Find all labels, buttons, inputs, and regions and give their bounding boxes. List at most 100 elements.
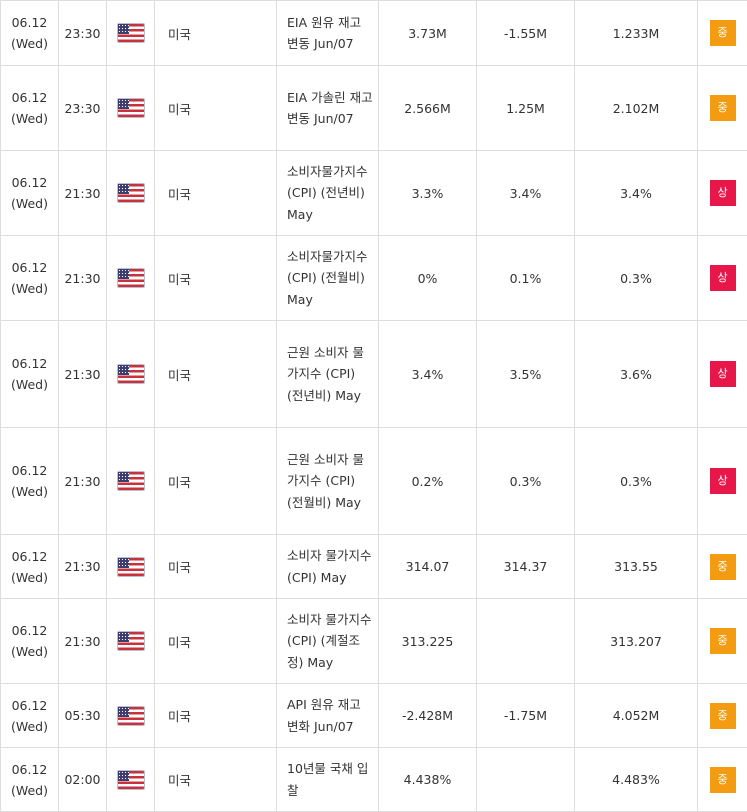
us-flag-icon [118,24,144,42]
forecast-cell [477,748,575,812]
forecast-cell: 3.4% [477,151,575,236]
date-text: 06.12 [12,356,48,371]
previous-cell: 4.052M [575,684,698,748]
forecast-cell: 1.25M [477,66,575,151]
event-cell[interactable]: EIA 원유 재고 변동 Jun/07 [277,1,379,66]
importance-cell: 상 [698,321,747,428]
us-flag-icon [118,99,144,117]
us-flag-icon [118,184,144,202]
forecast-cell: -1.55M [477,1,575,66]
date-text: 06.12 [12,463,48,478]
importance-cell: 중 [698,684,747,748]
event-cell[interactable]: 근원 소비자 물가지수 (CPI) (전월비) May [277,428,379,535]
weekday-text: (Wed) [11,570,48,585]
us-flag-icon [118,269,144,287]
table-row[interactable]: 06.12(Wed) 21:30 미국 근원 소비자 물가지수 (CPI) (전… [1,428,747,535]
forecast-cell: 0.1% [477,236,575,321]
event-cell[interactable]: 소비자 물가지수(CPI) May [277,535,379,599]
importance-badge: 중 [710,95,736,121]
event-cell[interactable]: 소비자물가지수 (CPI) (전년비) May [277,151,379,236]
table-row[interactable]: 06.12 (Wed) 21:30 미국 소비자 물가지수(CPI) (계절조정)… [1,599,747,684]
weekday-text: (Wed) [11,644,48,659]
country-cell: 미국 [155,236,277,321]
date-text: 06.12 [12,175,48,190]
actual-cell: 314.07 [379,535,477,599]
table-row[interactable]: 06.12 (Wed) 21:30 미국 소비자 물가지수(CPI) May 31… [1,535,747,599]
time-cell: 21:30 [59,599,107,684]
table-row[interactable]: 06.12(Wed) 23:30 미국 EIA 원유 재고 변동 Jun/07 … [1,1,747,66]
date-cell: 06.12(Wed) [1,66,59,151]
flag-cell [107,748,155,812]
country-cell: 미국 [155,599,277,684]
event-cell[interactable]: 소비자 물가지수(CPI) (계절조정) May [277,599,379,684]
event-cell[interactable]: API 원유 재고 변화 Jun/07 [277,684,379,748]
flag-cell [107,1,155,66]
weekday-text: (Wed) [11,783,48,798]
time-cell: 05:30 [59,684,107,748]
actual-cell: 313.225 [379,599,477,684]
table-row[interactable]: 06.12(Wed) 02:00 미국 10년물 국채 입찰 4.438% 4.… [1,748,747,812]
table-row[interactable]: 06.12(Wed) 05:30 미국 API 원유 재고 변화 Jun/07 … [1,684,747,748]
date-text: 06.12 [12,549,48,564]
event-cell[interactable]: 10년물 국채 입찰 [277,748,379,812]
importance-cell: 상 [698,236,747,321]
time-cell: 23:30 [59,66,107,151]
table-row[interactable]: 06.12(Wed) 21:30 미국 소비자물가지수 (CPI) (전년비) … [1,151,747,236]
country-cell: 미국 [155,321,277,428]
previous-cell: 3.4% [575,151,698,236]
event-cell[interactable]: 소비자물가지수 (CPI) (전월비) May [277,236,379,321]
event-cell[interactable]: EIA 가솔린 재고 변동 Jun/07 [277,66,379,151]
country-cell: 미국 [155,684,277,748]
actual-cell: 4.438% [379,748,477,812]
previous-cell: 313.207 [575,599,698,684]
date-cell: 06.12 (Wed) [1,535,59,599]
time-cell: 21:30 [59,535,107,599]
date-text: 06.12 [12,15,48,30]
forecast-cell [477,599,575,684]
event-cell[interactable]: 근원 소비자 물가지수 (CPI) (전년비) May [277,321,379,428]
us-flag-icon [118,365,144,383]
country-cell: 미국 [155,748,277,812]
weekday-text: (Wed) [11,484,48,499]
previous-cell: 4.483% [575,748,698,812]
previous-cell: 2.102M [575,66,698,151]
importance-badge: 상 [710,265,736,291]
date-cell: 06.12(Wed) [1,321,59,428]
date-text: 06.12 [12,260,48,275]
weekday-text: (Wed) [11,281,48,296]
importance-badge: 상 [710,468,736,494]
country-cell: 미국 [155,535,277,599]
importance-badge: 중 [710,20,736,46]
date-cell: 06.12(Wed) [1,151,59,236]
importance-badge: 중 [710,628,736,654]
actual-cell: 3.4% [379,321,477,428]
previous-cell: 313.55 [575,535,698,599]
table-row[interactable]: 06.12(Wed) 21:30 미국 근원 소비자 물가지수 (CPI) (전… [1,321,747,428]
importance-cell: 중 [698,748,747,812]
us-flag-icon [118,632,144,650]
us-flag-icon [118,558,144,576]
previous-cell: 0.3% [575,236,698,321]
flag-cell [107,535,155,599]
flag-cell [107,599,155,684]
flag-cell [107,321,155,428]
flag-cell [107,684,155,748]
importance-cell: 중 [698,66,747,151]
importance-cell: 상 [698,151,747,236]
date-cell: 06.12(Wed) [1,748,59,812]
flag-cell [107,151,155,236]
date-cell: 06.12 (Wed) [1,428,59,535]
importance-badge: 상 [710,361,736,387]
flag-cell [107,428,155,535]
date-text: 06.12 [12,623,48,638]
date-cell: 06.12 (Wed) [1,599,59,684]
us-flag-icon [118,707,144,725]
date-text: 06.12 [12,90,48,105]
table-row[interactable]: 06.12(Wed) 21:30 미국 소비자물가지수 (CPI) (전월비) … [1,236,747,321]
importance-cell: 중 [698,535,747,599]
date-cell: 06.12 (Wed) [1,236,59,321]
table-row[interactable]: 06.12(Wed) 23:30 미국 EIA 가솔린 재고 변동 Jun/07… [1,66,747,151]
time-cell: 21:30 [59,151,107,236]
